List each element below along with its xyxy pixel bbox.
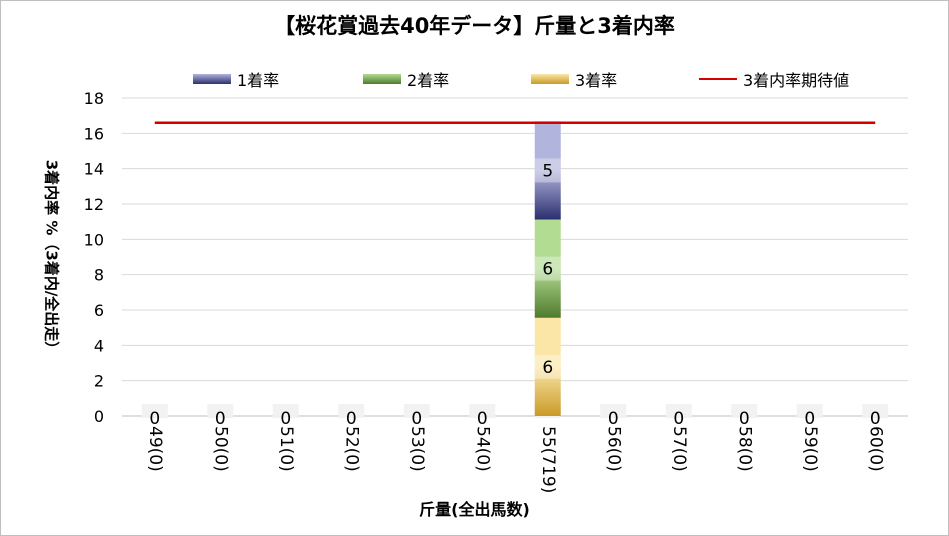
data-label: 5	[542, 161, 553, 181]
legend-item-3rd: 3着率	[531, 67, 617, 91]
x-tick-label: 57(0)	[669, 426, 689, 472]
category-box	[665, 404, 692, 418]
x-tick-label: 56(0)	[603, 426, 623, 472]
legend-swatch-1st	[193, 74, 231, 84]
count-label: 0	[870, 409, 881, 429]
x-tick-label: 50(0)	[210, 426, 230, 472]
count-label: 0	[411, 409, 422, 429]
data-label-box	[534, 354, 561, 379]
legend-line-expected	[699, 78, 737, 80]
y-tick-label: 8	[94, 266, 104, 285]
category-box	[207, 404, 234, 418]
y-tick-label: 16	[84, 124, 104, 143]
legend-item-2nd: 2着率	[363, 67, 449, 91]
x-tick-label: 52(0)	[341, 426, 361, 472]
bar-segment	[534, 219, 561, 318]
x-tick-label: 49(0)	[145, 426, 165, 472]
legend-item-1st: 1着率	[193, 67, 279, 91]
data-label: 6	[542, 358, 553, 378]
y-tick-label: 2	[94, 372, 104, 391]
bar-segment	[534, 317, 561, 416]
legend-label-2nd: 2着率	[407, 71, 450, 90]
count-label: 0	[346, 409, 357, 429]
category-box	[403, 404, 430, 418]
category-box	[731, 404, 758, 418]
legend-item-expected: 3着内率期待値	[699, 67, 849, 91]
category-box	[600, 404, 627, 418]
y-tick-label: 12	[84, 195, 104, 214]
category-box	[272, 404, 299, 418]
legend-label-1st: 1着率	[237, 71, 280, 90]
x-tick-label: 54(0)	[472, 426, 492, 472]
count-label: 0	[149, 409, 160, 429]
category-box	[469, 404, 496, 418]
y-tick-label: 4	[94, 336, 104, 355]
legend: 1着率 2着率 3着率 3着内率期待値	[0, 67, 949, 91]
x-axis-title: 斤量(全出馬数)	[419, 500, 530, 519]
x-tick-label: 51(0)	[276, 426, 296, 472]
x-tick-label: 58(0)	[734, 426, 754, 472]
count-label: 0	[739, 409, 750, 429]
category-box	[141, 404, 168, 418]
count-label: 0	[804, 409, 815, 429]
x-tick-label: 55(719)	[538, 426, 558, 493]
count-label: 0	[673, 409, 684, 429]
legend-label-3rd: 3着率	[575, 71, 618, 90]
y-tick-label: 0	[94, 407, 104, 426]
category-box	[862, 404, 889, 418]
x-tick-label: 59(0)	[800, 426, 820, 472]
bar-segment	[534, 121, 561, 220]
y-tick-label: 6	[94, 301, 104, 320]
legend-swatch-2nd	[363, 74, 401, 84]
count-label: 0	[280, 409, 291, 429]
y-tick-label: 14	[84, 160, 104, 179]
chart-title: 【桜花賞過去40年データ】斤量と3着内率	[274, 14, 675, 38]
count-label: 0	[215, 409, 226, 429]
count-label: 0	[477, 409, 488, 429]
count-label: 0	[608, 409, 619, 429]
x-tick-label: 60(0)	[865, 426, 885, 472]
data-label: 6	[542, 260, 553, 280]
data-label-box	[534, 256, 561, 281]
category-box	[796, 404, 823, 418]
x-tick-label: 53(0)	[407, 426, 427, 472]
legend-swatch-3rd	[531, 74, 569, 84]
y-tick-label: 10	[84, 230, 104, 249]
data-label-box	[534, 158, 561, 183]
category-box	[338, 404, 365, 418]
y-tick-label: 18	[84, 89, 104, 108]
legend-label-expected: 3着内率期待値	[743, 71, 850, 90]
